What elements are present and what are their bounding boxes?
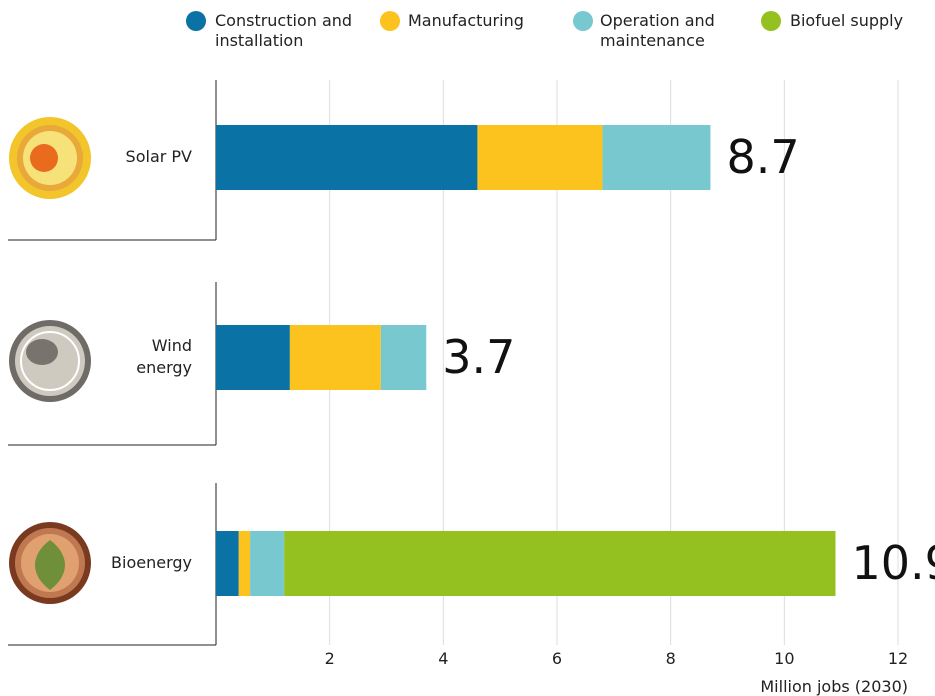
legend-swatch (573, 11, 593, 31)
bar-segment (238, 531, 251, 596)
icon-bio (9, 522, 91, 604)
icon-wind (9, 320, 91, 402)
bar-segment (216, 531, 239, 596)
bar-segment (289, 325, 381, 390)
bar-segment (284, 531, 836, 596)
category-label: Wind energy (136, 336, 192, 377)
bar-segment (216, 125, 478, 190)
icon-solar (9, 117, 91, 199)
legend-swatch (186, 11, 206, 31)
x-axis-label: Million jobs (2030) (760, 677, 908, 696)
legend-label: Construction and installation (215, 11, 353, 50)
total-label: 3.7 (442, 330, 515, 384)
bar-segment (477, 125, 603, 190)
bar-segment (380, 325, 427, 390)
bar-segment (250, 531, 285, 596)
x-tick-label: 12 (888, 649, 908, 668)
total-label: 10.9 (851, 536, 935, 590)
x-tick-label: 6 (552, 649, 562, 668)
legend-swatch (761, 11, 781, 31)
x-tick-label: 4 (438, 649, 448, 668)
category-label: Bioenergy (111, 553, 192, 572)
legend-label: Operation and maintenance (600, 11, 715, 50)
x-tick-label: 2 (325, 649, 335, 668)
bar-segment (216, 325, 290, 390)
legend-label: Manufacturing (408, 11, 524, 30)
total-label: 8.7 (726, 130, 799, 184)
legend-swatch (380, 11, 400, 31)
legend-label: Biofuel supply (790, 11, 904, 30)
x-tick-label: 8 (666, 649, 676, 668)
category-label: Solar PV (125, 147, 192, 166)
x-tick-label: 10 (774, 649, 794, 668)
bar-segment (602, 125, 711, 190)
